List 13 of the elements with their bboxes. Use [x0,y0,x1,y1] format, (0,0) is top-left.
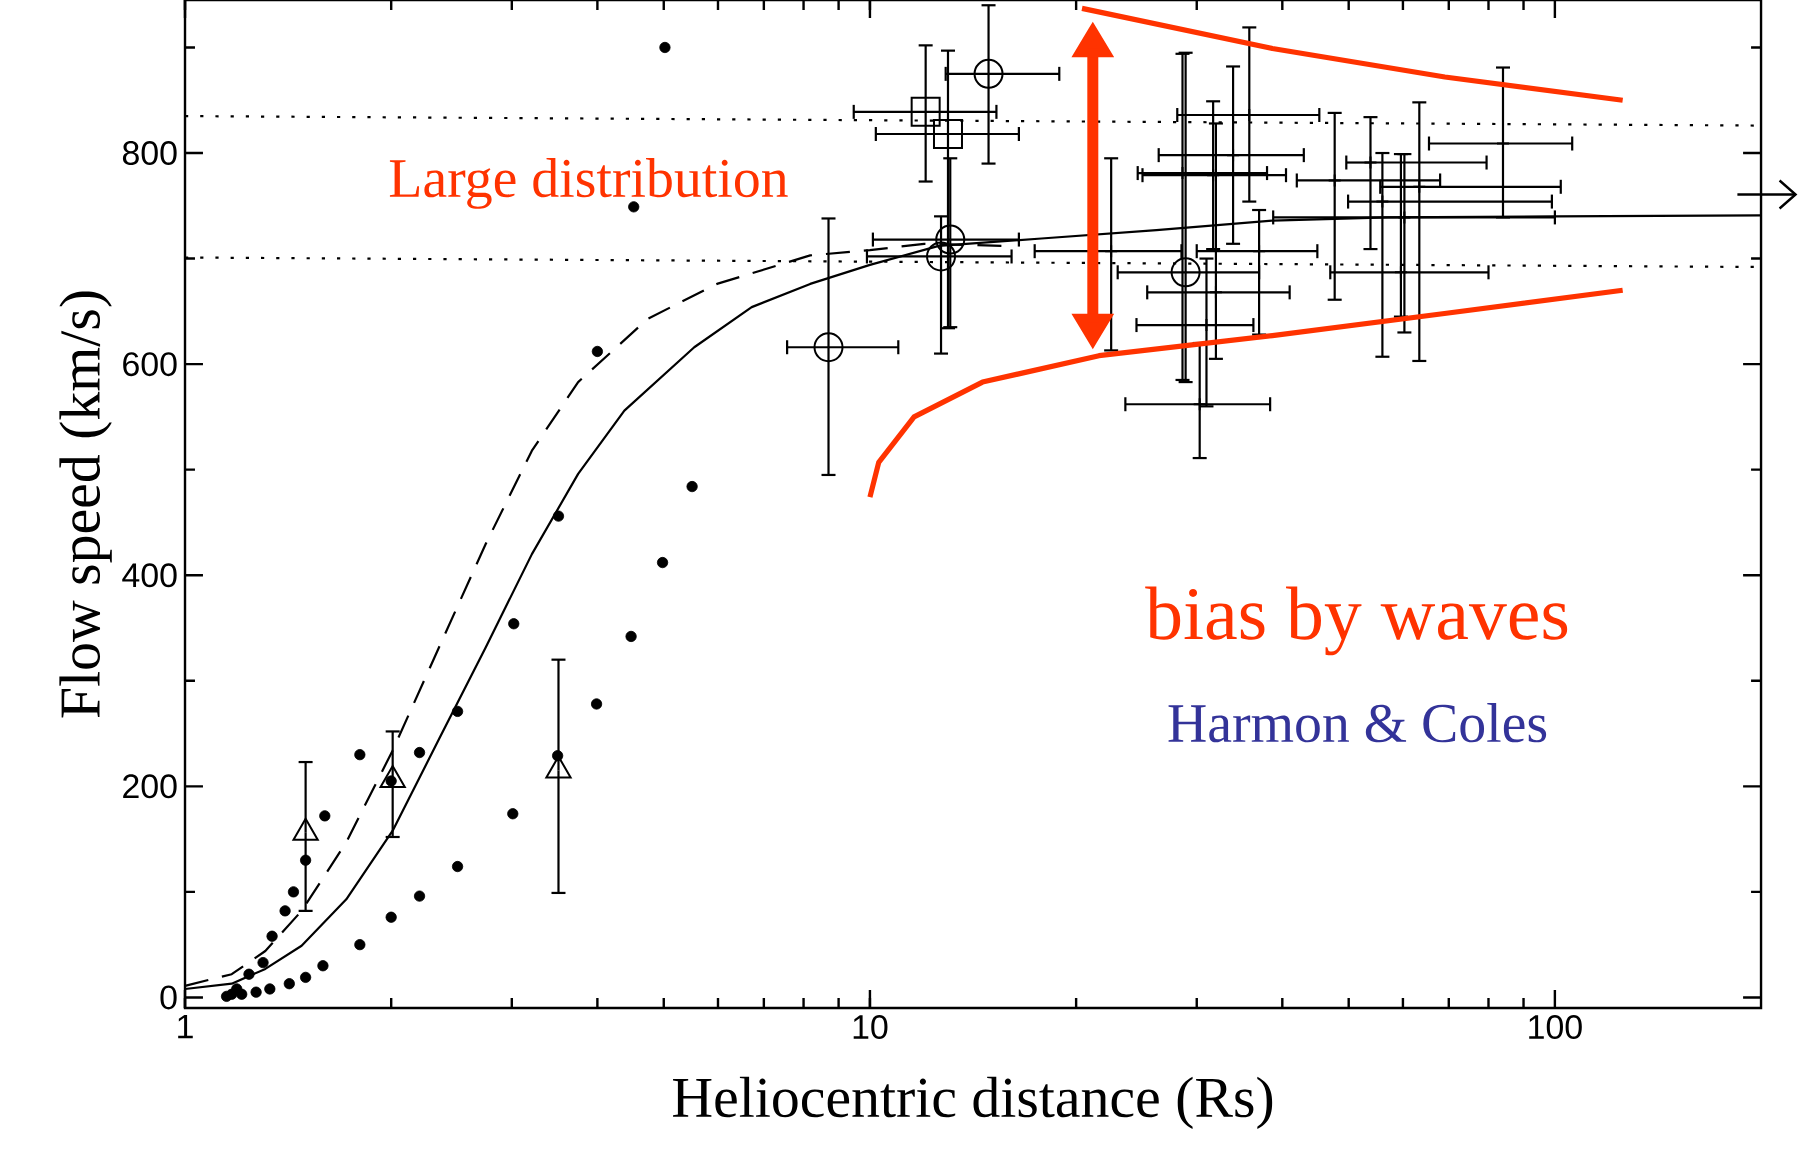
annotation: Harmon & Coles [1168,703,1547,743]
y-tick-label: 600 [123,352,177,377]
y-tick-label: 200 [123,774,177,799]
annotation: Large distribution [389,158,788,209]
y-tick-label: 400 [122,563,177,588]
annotation: bias by waves [1145,586,1568,656]
x-tick-label: 100 [1529,1015,1582,1040]
x-tick-label: 10 [853,1015,888,1040]
x-tick-label: 1 [178,1015,193,1039]
y-tick-label: 800 [122,141,177,166]
y-axis-title: Flow speed (km/s) [59,291,112,718]
y-tick-label: 0 [160,985,177,1010]
x-axis-title: Heliocentric distance (Rs) [673,1076,1273,1130]
